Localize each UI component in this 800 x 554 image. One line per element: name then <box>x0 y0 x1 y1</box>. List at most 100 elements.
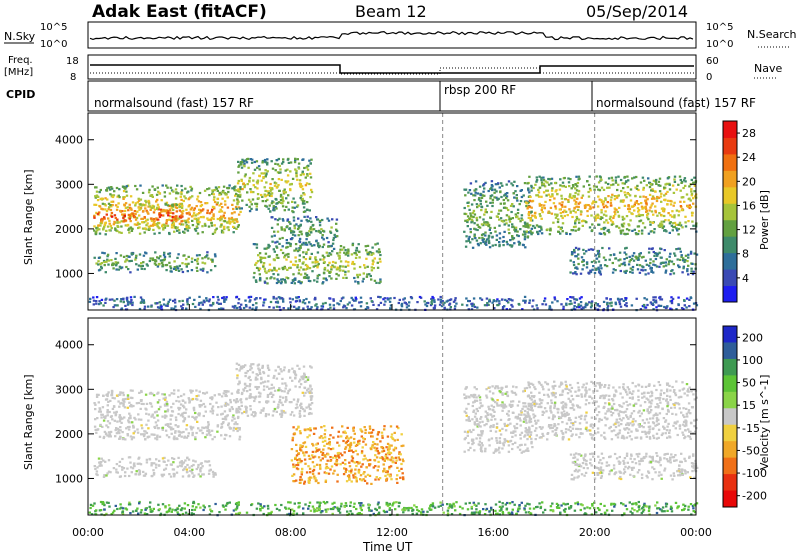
scatter-cell-0-7 <box>615 196 619 199</box>
scatter-cell-0-0 <box>218 193 221 196</box>
scatter-cell-1-1 <box>176 465 179 468</box>
scatter-cell-1-1 <box>164 467 168 470</box>
scatter-cell-0-9 <box>354 296 357 299</box>
scatter-cell-0-4 <box>375 281 378 284</box>
scatter-cell-0-7 <box>555 214 559 217</box>
scatter-cell-0-0 <box>141 191 145 194</box>
scatter-cell-0-4 <box>368 251 371 254</box>
scatter-cell-0-7 <box>672 222 675 225</box>
scatter-cell-1-0 <box>124 438 127 441</box>
scatter-cell-0-2 <box>169 267 173 270</box>
scatter-cell-0-7 <box>589 205 592 208</box>
scatter-cell-1-0 <box>225 402 229 405</box>
scatter-cell-0-7 <box>673 225 676 228</box>
scatter-cell-1-0 <box>143 433 146 436</box>
scatter-cell-0-4 <box>354 256 358 259</box>
scatter-cell-1-2 <box>240 401 243 404</box>
scatter-cell-0-9 <box>321 308 324 311</box>
scatter-cell-0-9 <box>116 304 119 307</box>
scatter-cell-0-7 <box>646 198 649 201</box>
scatter-cell-1-3 <box>360 451 364 455</box>
scatter-cell-0-9 <box>635 297 638 300</box>
scatter-cell-0-7 <box>576 208 580 211</box>
scatter-cell-0-9 <box>223 299 226 302</box>
scatter-cell-0-0 <box>196 226 199 229</box>
scatter-cell-0-6 <box>465 240 468 243</box>
scatter-cell-0-0 <box>193 207 196 210</box>
scatter-cell-0-0 <box>120 225 123 228</box>
scatter-cell-0-7 <box>571 184 575 187</box>
scatter-cell-0-5 <box>332 238 335 242</box>
scatter-cell-0-0 <box>222 214 225 217</box>
scatter-cell-0-9 <box>531 305 534 308</box>
scatter-cell-1-0 <box>210 398 214 401</box>
scatter-cell-0-8 <box>585 250 588 253</box>
scatter-cell-0-2 <box>206 271 209 274</box>
scatter-cell-1-0 <box>164 410 167 413</box>
scatter-cell-1-3 <box>358 461 361 464</box>
nsearch-tick-top: 10^5 <box>706 22 733 33</box>
scatter-cell-1-0 <box>128 425 131 428</box>
scatter-cell-0-9 <box>102 304 105 307</box>
scatter-cell-0-1 <box>108 206 111 209</box>
scatter-cell-1-2 <box>273 389 277 392</box>
scatter-cell-1-1 <box>106 472 109 475</box>
scatter-cell-0-9 <box>660 298 664 301</box>
scatter-cell-0-7 <box>540 217 543 220</box>
scatter-cell-0-7 <box>637 213 641 216</box>
scatter-cell-0-0 <box>146 222 149 225</box>
scatter-cell-0-5 <box>336 235 339 238</box>
scatter-cell-0-7 <box>663 229 666 232</box>
scatter-cell-0-1 <box>122 217 125 220</box>
scatter-cell-0-8 <box>638 264 642 267</box>
scatter-cell-0-4 <box>350 253 354 256</box>
scatter-cell-0-9 <box>455 302 458 305</box>
scatter-cell-1-1 <box>130 471 133 474</box>
scatter-cell-0-6 <box>521 218 524 221</box>
scatter-cell-0-7 <box>527 231 531 234</box>
scatter-cell-0-7 <box>637 188 640 192</box>
scatter-cell-0-3 <box>294 158 297 162</box>
scatter-cell-1-2 <box>266 385 269 388</box>
scatter-cell-0-6 <box>505 197 508 200</box>
scatter-cell-1-2 <box>280 415 283 418</box>
scatter-cell-0-4 <box>280 280 283 284</box>
scatter-cell-0-9 <box>262 304 265 307</box>
scatter-cell-1-2 <box>286 392 290 395</box>
scatter-cell-0-9 <box>522 299 525 302</box>
scatter-cell-0-0 <box>138 226 141 229</box>
scatter-cell-0-5 <box>271 240 274 243</box>
scatter-cell-1-2 <box>252 411 255 414</box>
scatter-cell-1-1 <box>152 473 156 476</box>
scatter-cell-0-5 <box>306 215 309 218</box>
scatter-cell-1-3 <box>311 442 314 446</box>
scatter-cell-0-6 <box>470 218 474 221</box>
scatter-cell-0-9 <box>279 297 282 300</box>
scatter-cell-1-3 <box>361 446 364 449</box>
scatter-cell-1-0 <box>144 438 147 441</box>
scatter-cell-0-9 <box>377 295 380 298</box>
scatter-cell-0-6 <box>470 214 473 217</box>
scatter-cell-1-2 <box>283 390 286 393</box>
scatter-cell-0-7 <box>622 222 626 225</box>
scatter-cell-0-3 <box>248 205 251 208</box>
scatter-cell-0-7 <box>588 187 592 190</box>
scatter-cell-0-9 <box>201 303 204 306</box>
scatter-cell-1-3 <box>303 441 307 444</box>
scatter-cell-0-8 <box>664 271 667 274</box>
scatter-cell-0-5 <box>335 229 339 233</box>
scatter-cell-1-2 <box>244 386 247 389</box>
scatter-cell-0-9 <box>120 307 124 310</box>
scatter-cell-1-2 <box>272 393 275 396</box>
scatter-cell-0-9 <box>577 303 580 306</box>
scatter-cell-0-6 <box>511 184 515 187</box>
scatter-cell-1-2 <box>278 398 282 401</box>
scatter-cell-0-0 <box>94 232 97 235</box>
scatter-cell-0-8 <box>686 260 689 263</box>
scatter-cell-1-2 <box>261 365 264 368</box>
scatter-cell-0-6 <box>516 230 519 233</box>
scatter-cell-0-8 <box>625 253 628 256</box>
scatter-cell-0-9 <box>579 301 583 304</box>
scatter-cell-0-7 <box>565 232 568 235</box>
scatter-cell-0-7 <box>643 226 647 229</box>
